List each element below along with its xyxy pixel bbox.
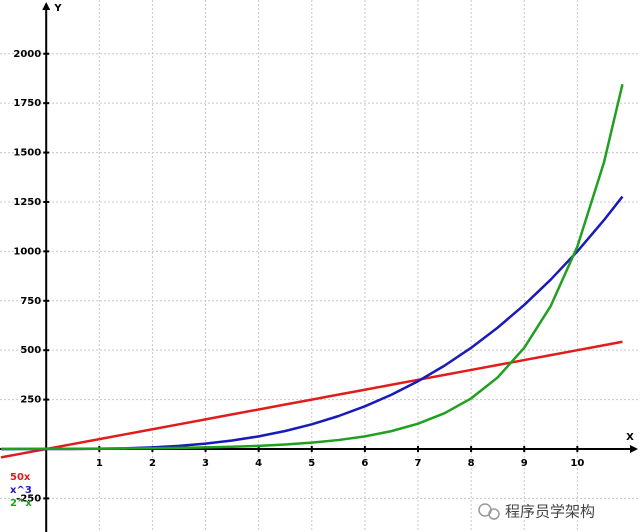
x-tick-label: 7 (415, 458, 422, 469)
x-axis-arrow (630, 444, 638, 453)
x-tick-label: 6 (361, 458, 368, 469)
x-tick-label: 4 (255, 458, 262, 469)
x-tick-label: 2 (149, 458, 156, 469)
legend-label: 50x (10, 472, 31, 483)
y-tick-label: 250 (20, 395, 41, 406)
watermark: 程序员学架构 (505, 503, 595, 521)
y-tick-label: -250 (16, 493, 41, 504)
x-tick-label: 5 (308, 458, 315, 469)
y-axis-arrow (42, 2, 51, 10)
y-tick-label: 2000 (13, 49, 41, 60)
x-tick-label: 8 (468, 458, 475, 469)
legend-label: x^3 (10, 485, 32, 496)
watermark-icon (478, 503, 500, 520)
series-line (0, 340, 623, 459)
x-tick-label: 10 (570, 458, 584, 469)
series-line (1, 83, 624, 451)
y-tick-label: 500 (20, 345, 41, 356)
x-axis-label: X (626, 432, 634, 443)
y-tick-label: 1500 (13, 148, 41, 159)
x-tick-label: 9 (521, 458, 528, 469)
x-tick-label: 3 (202, 458, 209, 469)
y-tick-label: 1750 (13, 98, 41, 109)
y-tick-label: 750 (20, 296, 41, 307)
y-tick-label: 1250 (13, 197, 41, 208)
legend-label: 2^x (10, 498, 32, 509)
x-tick-label: 1 (96, 458, 103, 469)
y-axis-label: Y (53, 3, 62, 14)
y-tick-label: 1000 (13, 246, 41, 257)
